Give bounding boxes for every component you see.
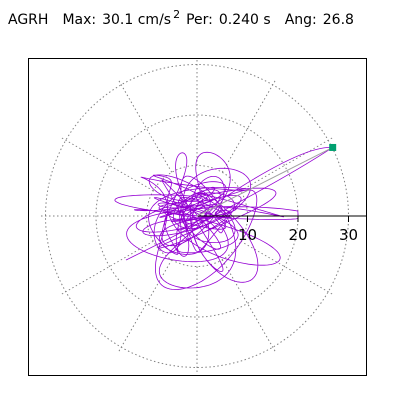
max-direction-line [196, 147, 333, 217]
max-point-marker [329, 143, 337, 151]
radial-axis: 10 20 30 [197, 215, 366, 244]
grid-spoke [59, 136, 154, 192]
trace-layer [114, 147, 334, 290]
angle-value: 26.8 [322, 12, 354, 28]
max-indicator [196, 143, 337, 217]
period-label: Per: [186, 12, 213, 28]
grid-spoke [117, 259, 173, 354]
radial-tick-label: 20 [288, 226, 307, 244]
max-unit-exponent: 2 [173, 8, 181, 21]
component-label: AGRH [8, 12, 49, 28]
angle-label: Ang: [284, 12, 317, 28]
grid-spoke [221, 78, 277, 173]
radial-tick-label: 10 [238, 226, 257, 244]
max-label: Max: [62, 12, 97, 28]
grid-spoke [221, 259, 277, 354]
grid-spoke [117, 78, 173, 173]
trace-path [114, 151, 299, 290]
header-line: AGRH Max: 30.1 cm/s 2 Per: 0.240 s Ang: 26.8 [8, 8, 354, 29]
grid-spoke [59, 240, 154, 296]
grid-spoke [240, 136, 335, 192]
radial-tick-label: 30 [339, 226, 358, 244]
trace-peak-loop [125, 147, 334, 261]
max-value: 30.1 cm/s [102, 12, 172, 28]
period-value: 0.240 s [218, 12, 271, 28]
